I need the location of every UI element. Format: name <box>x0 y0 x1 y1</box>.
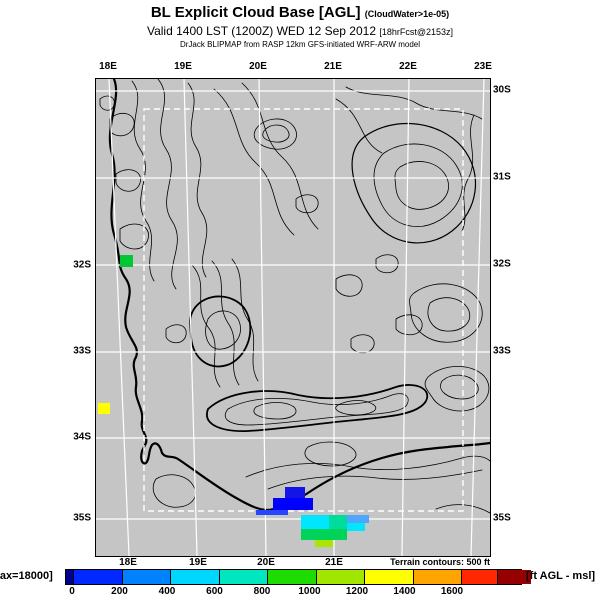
lat-label-right: 31S <box>493 171 511 183</box>
colorbar-segment <box>121 570 170 584</box>
model-attribution-line: DrJack BLIPMAP from RASP 12km GFS-initia… <box>179 40 421 49</box>
colorbar-segment <box>73 570 122 584</box>
colorbar-tick: 800 <box>253 586 271 597</box>
colorbar-tick: 200 <box>111 586 128 597</box>
lon-label-top: 23E <box>474 61 492 72</box>
lat-label-left: 32S <box>73 259 91 271</box>
colorbar-tick: 1200 <box>345 586 369 597</box>
colorbar-segment <box>66 570 73 584</box>
lon-label-top: 18E <box>99 61 117 72</box>
page-title: BL Explicit Cloud Base [AGL] (CloudWater… <box>0 4 600 21</box>
lon-label-top: 19E <box>174 61 192 72</box>
lon-label-bottom: 18E <box>119 557 137 568</box>
colorbar-tick: 1400 <box>393 586 416 597</box>
coastline <box>108 79 490 512</box>
lat-label-right: 32S <box>493 258 511 270</box>
forecast-note: [18hrFcst@2153z] <box>379 27 454 37</box>
lat-label-right: 30S <box>493 84 511 96</box>
colorbar-tick: 1000 <box>298 586 321 597</box>
map-canvas <box>96 79 490 556</box>
colorbar-tick: 400 <box>158 586 176 597</box>
colorbar-segment <box>267 570 316 584</box>
valid-text: Valid 1400 LST (1200Z) WED 12 Sep 2012 <box>146 24 376 38</box>
colorbar-segment <box>461 570 497 584</box>
lat-label-left: 34S <box>73 431 91 443</box>
forecast-map <box>95 78 491 557</box>
lat-label-right: 35S <box>493 512 511 524</box>
colorbar-segment <box>412 570 461 584</box>
lon-label-bottom: 19E <box>189 557 207 568</box>
lon-label-top: 21E <box>324 61 342 72</box>
colorbar-tick: 1600 <box>440 586 464 597</box>
lon-label-top: 22E <box>399 61 417 72</box>
colorbar-segment <box>315 570 364 584</box>
colorbar-segment <box>497 570 531 584</box>
lat-label-left: 35S <box>73 512 91 524</box>
colorbar-segment <box>170 570 219 584</box>
colorbar-units-label: [ft AGL - msl] <box>526 570 596 582</box>
title-note: (CloudWater>1e-05) <box>364 9 450 19</box>
colorbar-max-label: [Max=18000] <box>0 570 53 582</box>
map-background <box>96 79 490 556</box>
graticule <box>96 79 490 556</box>
valid-time-line: Valid 1400 LST (1200Z) WED 12 Sep 2012 [… <box>0 24 600 38</box>
colorbar-segment <box>364 570 413 584</box>
title-text: BL Explicit Cloud Base [AGL] <box>150 4 361 21</box>
domain-boundary-box <box>143 108 464 512</box>
colorbar-tick: 0 <box>69 586 75 597</box>
terrain-contour-note: Terrain contours: 500 ft <box>390 557 490 567</box>
colorbar <box>65 569 531 585</box>
lon-label-top: 20E <box>249 61 267 72</box>
lat-label-left: 33S <box>73 345 91 357</box>
colorbar-segment <box>218 570 267 584</box>
lon-label-bottom: 20E <box>257 557 275 568</box>
lon-label-bottom: 21E <box>325 557 343 568</box>
colorbar-tick: 600 <box>206 586 223 597</box>
lat-label-right: 33S <box>493 345 511 357</box>
